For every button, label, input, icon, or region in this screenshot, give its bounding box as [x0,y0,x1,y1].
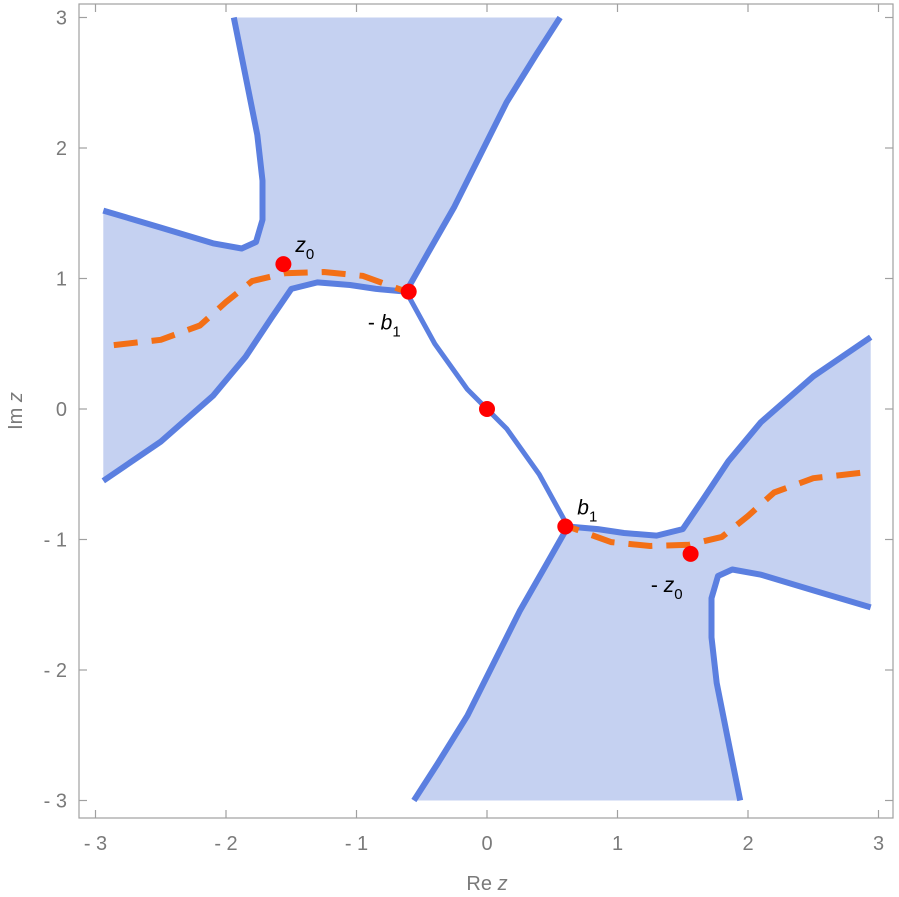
y-tick-label: 0 [56,399,67,421]
x-axis-label: Re z [466,873,507,895]
x-tick-label: 2 [742,833,753,855]
point-5 [682,545,699,562]
point-4 [557,518,574,535]
point-3 [479,401,495,417]
x-tick-label: 3 [873,833,884,855]
y-tick-label: 1 [56,269,67,291]
y-tick-label: - 3 [44,791,67,813]
region-lower-right [413,337,871,801]
dashed-path-2 [566,469,861,549]
dashed-layer [113,269,861,549]
boundary-lower-right-mid [567,334,873,539]
x-axis-label-prefix: Re [466,873,492,895]
y-tick-label: - 2 [44,660,67,682]
points-layer: z0 - b1 b1 - z0 [275,234,699,603]
point-label-1: z0 [294,234,314,263]
x-tick-label: - 2 [214,833,237,855]
boundary-lower-right-upper [411,525,571,803]
y-axis-label-var: z [5,392,27,403]
boundary-upper-left-lower [102,16,266,252]
point-label-5: - z0 [651,574,683,603]
dashed-path-1 [113,269,408,349]
plot-frame [78,3,894,819]
point-label-4: b1 [577,497,597,526]
boundary-upper-left-mid [101,279,407,484]
ticks-layer: - 3 - 2 - 1 0 1 2 3 - 3 - 2 - 1 0 1 2 3 [44,4,893,855]
point-label-2: - b1 [368,312,401,341]
regions-layer [103,17,871,801]
y-tick-label: 2 [56,138,67,160]
boundary-layer [101,15,873,803]
x-tick-label: - 3 [84,833,107,855]
y-axis-label-prefix: Im [5,408,27,430]
y-tick-label: 3 [56,8,67,30]
y-tick-label: - 1 [44,530,67,552]
x-tick-label: 1 [612,833,623,855]
x-tick-label: 0 [481,833,492,855]
x-axis-label-var: z [497,873,508,895]
boundary-upper-left-upper [403,15,563,294]
point-2 [400,283,417,300]
region-upper-left [103,17,561,481]
x-tick-label: - 1 [345,833,368,855]
y-axis-label: Im z [5,392,27,430]
point-1 [275,256,292,273]
boundary-lower-right-lower [708,566,872,802]
